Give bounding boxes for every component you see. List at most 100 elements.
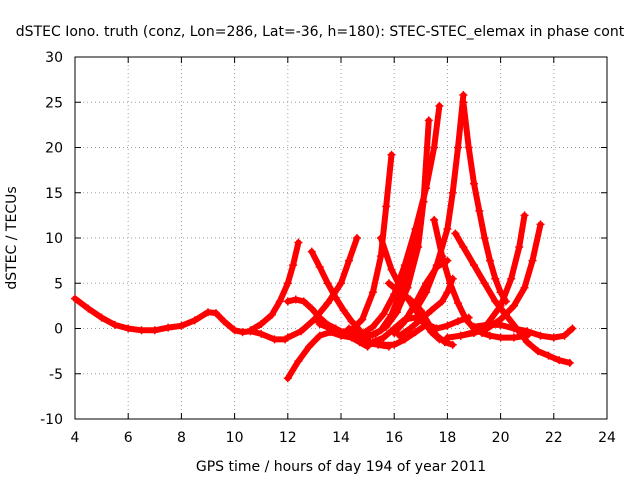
data-point xyxy=(382,202,391,211)
series-0 xyxy=(71,294,290,344)
data-point xyxy=(392,308,401,317)
data-point xyxy=(246,326,255,335)
x-tick-label: 18 xyxy=(438,430,456,446)
data-point xyxy=(355,328,364,337)
data-point xyxy=(480,279,489,288)
data-point xyxy=(347,317,356,326)
data-point xyxy=(430,143,439,152)
data-point xyxy=(177,321,186,330)
data-point xyxy=(470,261,478,270)
x-tick-label: 14 xyxy=(332,430,350,446)
data-point xyxy=(515,243,524,252)
data-point xyxy=(419,197,428,206)
data-point xyxy=(267,310,276,319)
data-point xyxy=(379,310,388,319)
data-point xyxy=(533,347,542,356)
data-point xyxy=(337,279,345,288)
data-point xyxy=(71,294,79,303)
data-point xyxy=(376,234,385,242)
data-point xyxy=(520,283,529,292)
data-point xyxy=(283,279,292,288)
data-point xyxy=(411,306,420,315)
x-tick-label: 20 xyxy=(492,430,510,446)
x-tick-label: 4 xyxy=(71,430,80,446)
series-1 xyxy=(246,238,303,335)
data-point xyxy=(440,338,449,347)
data-point xyxy=(358,315,367,324)
y-axis-label: dSTEC / TECUs xyxy=(4,186,20,289)
data-point xyxy=(406,295,415,304)
data-point xyxy=(395,331,404,340)
data-point xyxy=(150,326,159,335)
data-point xyxy=(400,317,409,326)
y-tick-label: 0 xyxy=(54,322,63,338)
series-line xyxy=(361,117,432,341)
data-point xyxy=(97,313,106,322)
data-point xyxy=(443,224,452,233)
data-point xyxy=(137,326,146,335)
data-point xyxy=(427,306,436,315)
data-point xyxy=(470,322,478,331)
data-point xyxy=(211,309,220,318)
data-point xyxy=(475,206,484,215)
data-point xyxy=(568,324,577,333)
series-19 xyxy=(451,229,574,367)
data-point xyxy=(323,299,332,308)
data-point xyxy=(390,340,399,349)
series-line xyxy=(457,221,544,339)
data-point xyxy=(424,116,433,125)
data-point xyxy=(454,299,463,308)
data-point xyxy=(496,333,505,342)
data-point xyxy=(297,327,306,336)
data-point xyxy=(424,319,433,328)
data-point xyxy=(480,234,489,242)
data-point xyxy=(555,356,564,365)
data-point xyxy=(430,215,439,224)
data-point xyxy=(443,288,452,297)
data-point xyxy=(368,288,377,297)
x-tick-label: 16 xyxy=(385,430,403,446)
data-point xyxy=(384,279,393,288)
x-tick-label: 22 xyxy=(545,430,563,446)
x-tick-label: 8 xyxy=(177,430,186,446)
data-point xyxy=(509,301,518,310)
series-line xyxy=(460,99,509,305)
data-point xyxy=(491,274,500,283)
data-point xyxy=(344,256,353,265)
series-15 xyxy=(395,274,457,340)
y-tick-label: 5 xyxy=(54,276,63,292)
data-point xyxy=(406,324,415,333)
data-point xyxy=(448,340,457,349)
data-point xyxy=(384,342,393,351)
data-point xyxy=(414,243,423,252)
data-point xyxy=(379,333,388,342)
data-point xyxy=(422,288,431,297)
data-point xyxy=(376,252,385,261)
data-point xyxy=(454,317,463,326)
x-tick-label: 10 xyxy=(226,430,244,446)
data-point xyxy=(219,317,228,326)
data-point xyxy=(464,143,473,152)
data-point xyxy=(462,315,471,324)
data-point xyxy=(315,262,324,271)
data-point xyxy=(496,301,505,310)
data-point xyxy=(283,297,292,306)
data-point xyxy=(305,342,314,351)
data-point xyxy=(315,331,324,340)
data-point xyxy=(491,297,500,306)
data-point xyxy=(544,351,553,360)
series-22 xyxy=(470,320,577,342)
data-point xyxy=(323,279,332,288)
data-point xyxy=(339,306,348,315)
data-point xyxy=(523,338,532,347)
data-point xyxy=(257,319,266,328)
data-point xyxy=(549,333,558,342)
x-tick-label: 12 xyxy=(279,430,297,446)
data-point xyxy=(390,329,399,338)
data-point xyxy=(395,288,404,297)
data-point xyxy=(560,331,569,340)
data-point xyxy=(456,331,465,340)
data-point xyxy=(565,358,574,367)
data-point xyxy=(432,331,441,340)
